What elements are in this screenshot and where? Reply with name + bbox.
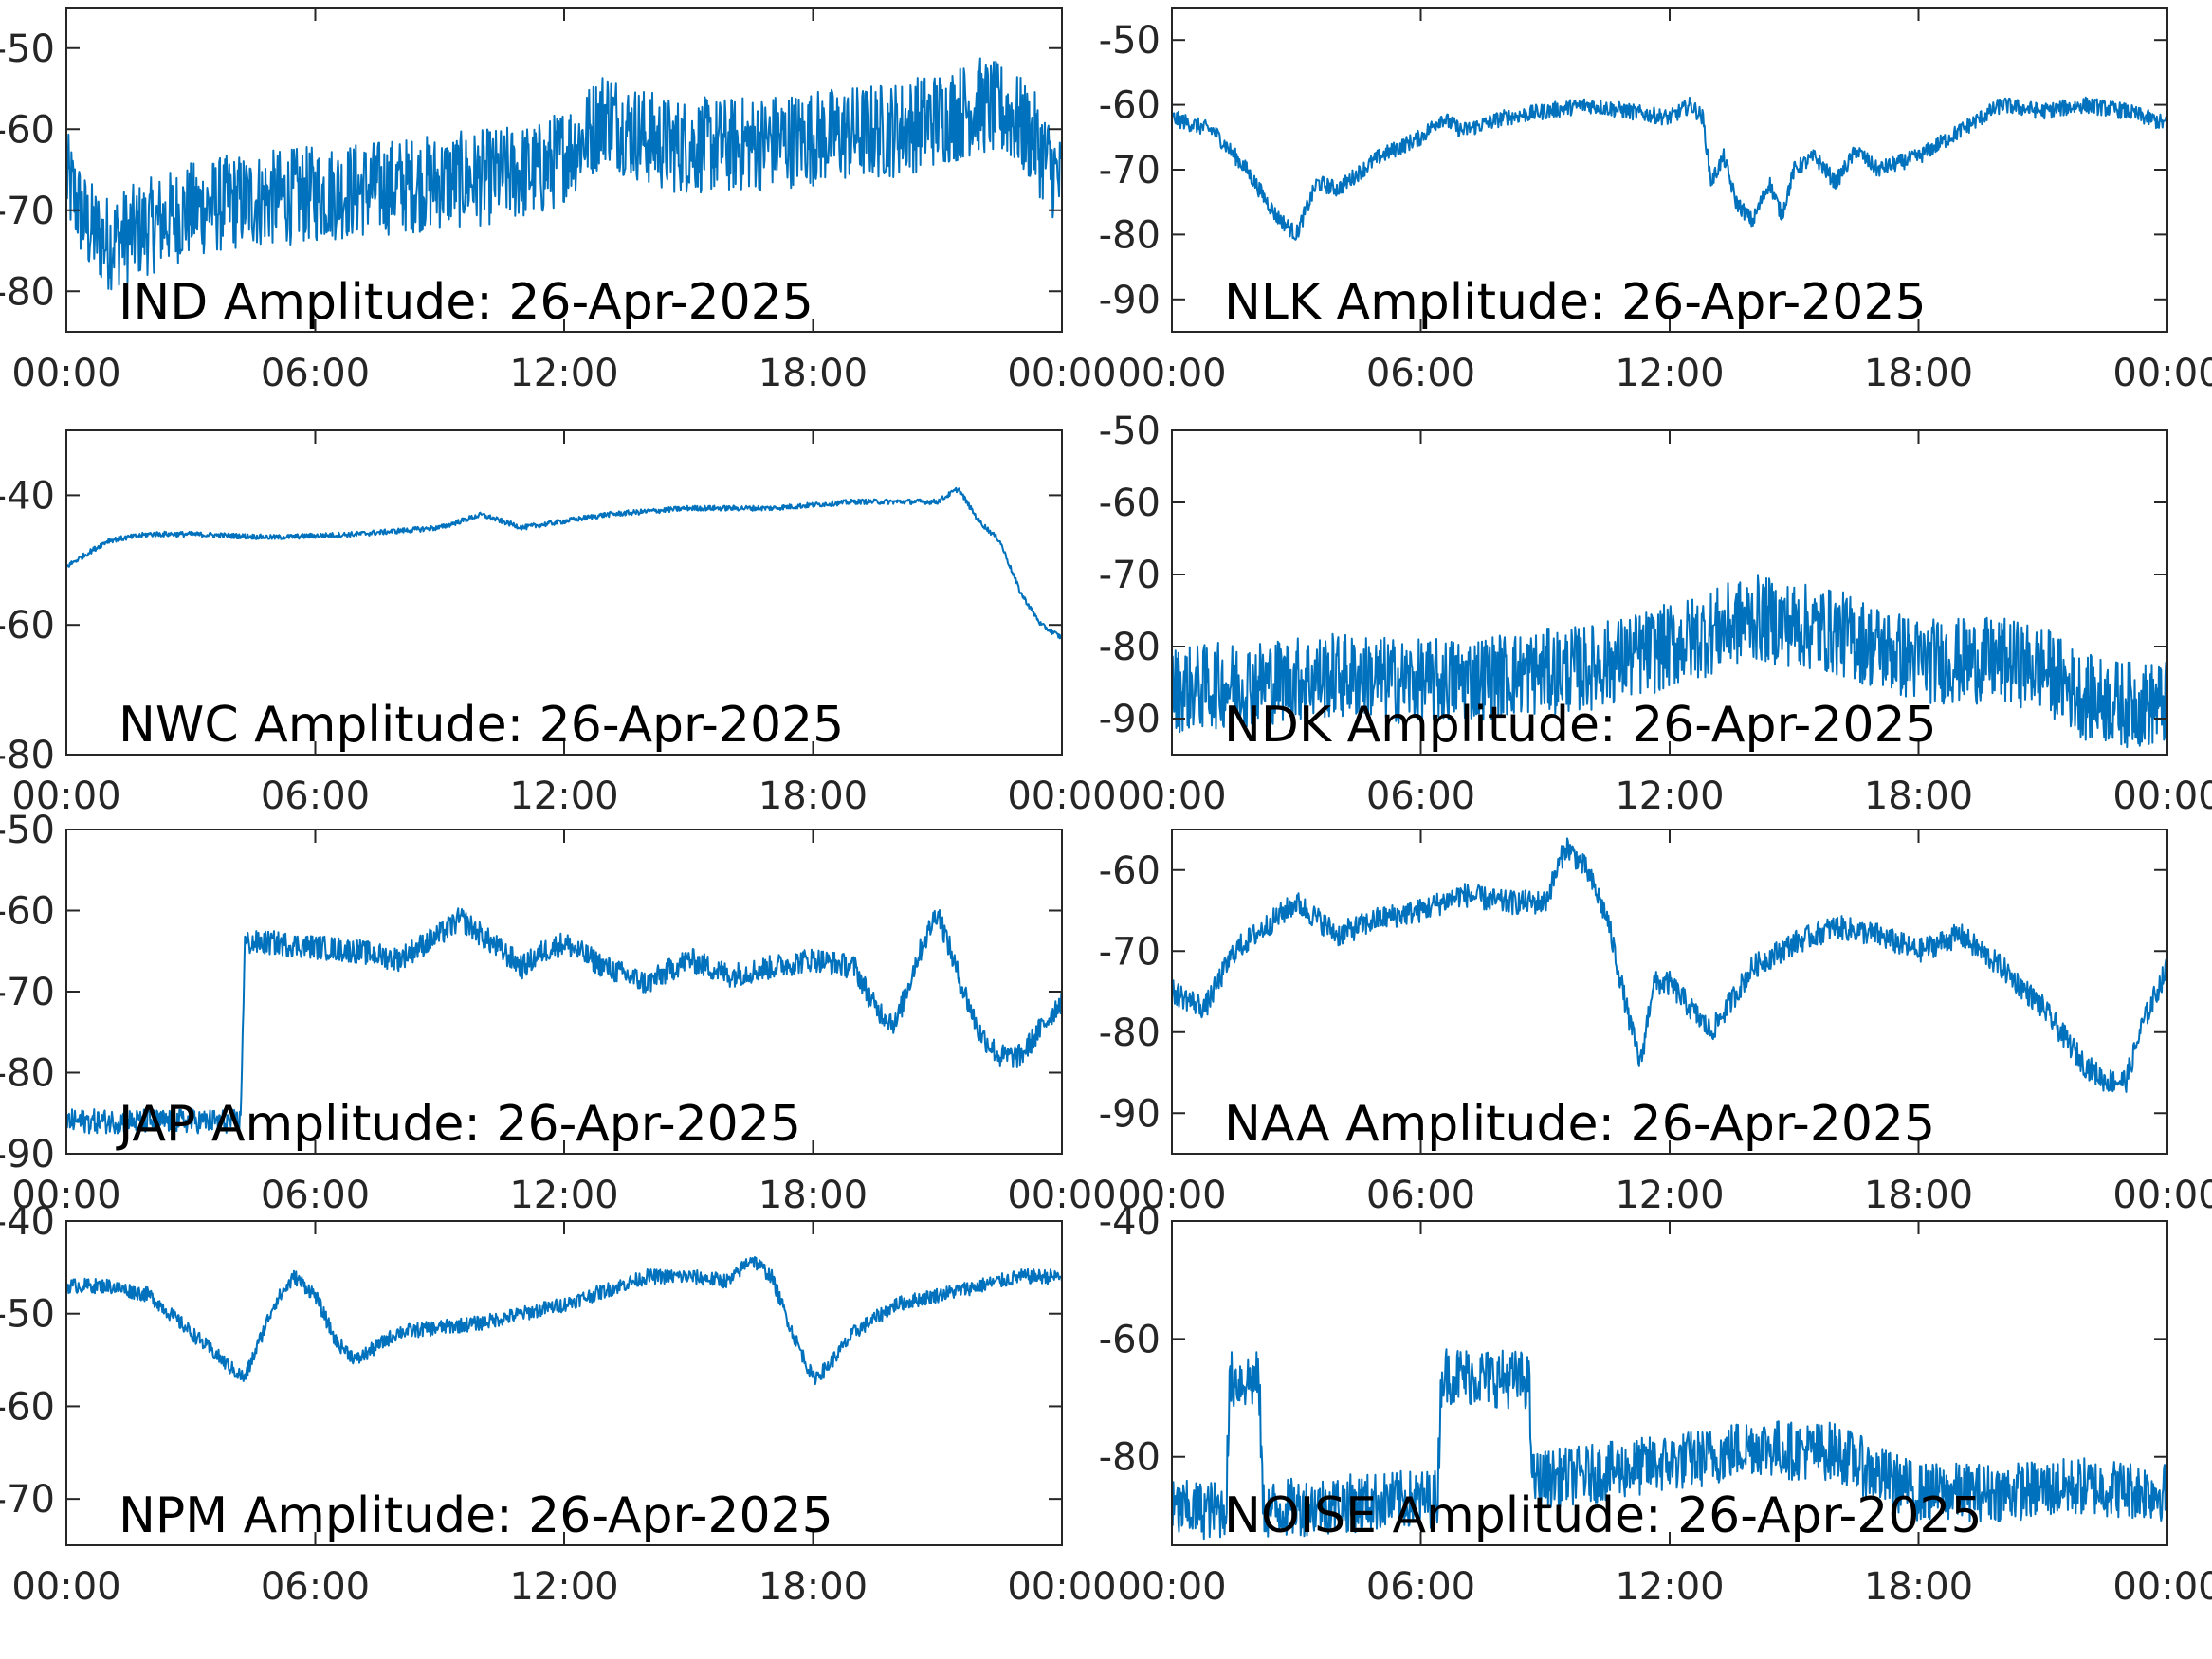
y-tick-label: -60 [0,890,55,934]
amplitude-trace [66,57,1062,291]
x-tick-label: 18:00 [759,1174,868,1217]
y-tick-label: -80 [1099,1436,1161,1480]
y-tick-label: -90 [1099,279,1161,322]
y-tick-label: -70 [0,971,55,1014]
y-tick-label: -60 [0,1385,55,1429]
amplitude-trace [1172,837,2167,1093]
x-tick-label: 00:00 [1117,1565,1226,1609]
amplitude-trace [1172,96,2167,241]
panel-title: NWC Amplitude: 26-Apr-2025 [119,697,844,754]
amplitude-trace [1172,1348,2167,1540]
y-tick-label: -80 [0,270,55,314]
y-tick-label: -40 [0,1200,55,1244]
x-tick-label: 12:00 [1615,1565,1724,1609]
x-tick-label: 06:00 [1366,775,1475,818]
x-tick-label: 06:00 [261,352,370,395]
y-tick-label: -80 [0,734,55,777]
x-tick-label: 00:00 [1007,352,1116,395]
x-tick-label: 00:00 [1117,775,1226,818]
y-tick-label: -90 [0,1133,55,1176]
y-tick-label: -40 [1099,1200,1161,1244]
panel-title: NPM Amplitude: 26-Apr-2025 [119,1487,833,1544]
y-tick-label: -50 [0,27,55,71]
x-tick-label: 00:00 [2112,352,2212,395]
y-tick-label: -80 [1099,1012,1161,1055]
y-tick-label: -70 [1099,554,1161,597]
y-tick-label: -70 [1099,930,1161,974]
x-tick-label: 18:00 [759,352,868,395]
panel-ind: 00:00 06:00 12:00 18:00 00:00 -50 -60 -70 -80 IND… [0,7,1117,395]
panel-npm: 00:00 06:00 12:00 18:00 00:00 -40 -50 -60 -70 NPM… [0,1200,1117,1609]
amplitude-trace [66,1256,1062,1386]
y-tick-label: -60 [0,108,55,152]
panel-nlk: 00:00 06:00 12:00 18:00 00:00 -50 -60 -70 -80 -90… [1099,7,2212,395]
y-tick-label: -70 [0,190,55,233]
x-tick-label: 00:00 [11,775,120,818]
x-tick-label: 06:00 [1366,1174,1475,1217]
x-tick-label: 12:00 [509,1565,618,1609]
x-tick-label: 12:00 [1615,352,1724,395]
amplitude-trace [66,907,1062,1135]
panel-jap: 00:00 06:00 12:00 18:00 00:00 -50 -60 -70 -80 -90… [0,809,1117,1217]
x-tick-label: 00:00 [2112,1174,2212,1217]
panel-naa: 00:00 06:00 12:00 18:00 00:00 -60 -70 -80 -90 NAA… [1099,829,2212,1217]
x-tick-label: 06:00 [1366,1565,1475,1609]
panel-title: IND Amplitude: 26-Apr-2025 [119,274,814,331]
x-tick-label: 12:00 [1615,1174,1724,1217]
x-tick-label: 00:00 [11,1565,120,1609]
x-tick-label: 06:00 [1366,352,1475,395]
x-tick-label: 00:00 [11,1174,120,1217]
panel-title: NAA Amplitude: 26-Apr-2025 [1224,1096,1935,1153]
x-tick-label: 18:00 [759,775,868,818]
x-tick-label: 00:00 [1117,1174,1226,1217]
x-tick-label: 18:00 [1864,352,1973,395]
panel-ndk: 00:00 06:00 12:00 18:00 00:00 -50 -60 -70 -80 -90… [1099,410,2212,818]
x-tick-label: 00:00 [11,352,120,395]
x-tick-label: 06:00 [261,1174,370,1217]
x-tick-label: 06:00 [261,775,370,818]
x-tick-label: 12:00 [509,1174,618,1217]
y-tick-label: -60 [1099,1318,1161,1361]
y-tick-label: -70 [1099,149,1161,192]
x-tick-label: 18:00 [1864,1565,1973,1609]
panel-noise: 00:00 06:00 12:00 18:00 00:00 -40 -60 -80 NOISE … [1099,1200,2212,1609]
panel-title: JAP Amplitude: 26-Apr-2025 [116,1096,801,1153]
y-tick-label: -90 [1099,1092,1161,1136]
y-tick-label: -60 [1099,84,1161,128]
y-tick-label: -60 [1099,482,1161,525]
y-tick-label: -60 [0,604,55,647]
y-tick-label: -80 [0,1052,55,1096]
x-tick-label: 12:00 [509,352,618,395]
x-tick-label: 18:00 [1864,775,1973,818]
y-tick-label: -50 [1099,19,1161,63]
x-tick-label: 00:00 [2112,1565,2212,1609]
y-tick-label: -60 [1099,849,1161,893]
amplitude-trace [66,486,1062,640]
y-tick-label: -40 [0,474,55,518]
panel-nwc: 00:00 06:00 12:00 18:00 00:00 -40 -60 -80 NWC Am… [0,429,1117,818]
y-tick-label: -80 [1099,626,1161,669]
y-tick-label: -50 [1099,410,1161,453]
y-tick-label: -50 [0,809,55,852]
x-tick-label: 00:00 [1007,1174,1116,1217]
y-tick-label: -70 [0,1478,55,1522]
x-tick-label: 18:00 [759,1565,868,1609]
y-tick-label: -90 [1099,698,1161,741]
x-tick-label: 00:00 [1007,1565,1116,1609]
y-tick-label: -50 [0,1293,55,1337]
x-tick-label: 06:00 [261,1565,370,1609]
x-tick-label: 00:00 [1007,775,1116,818]
amplitude-trace [1172,574,2167,749]
panel-title: NDK Amplitude: 26-Apr-2025 [1224,697,1937,754]
x-tick-label: 00:00 [1117,352,1226,395]
panel-title: NOISE Amplitude: 26-Apr-2025 [1224,1487,1983,1544]
x-tick-label: 12:00 [509,775,618,818]
x-tick-label: 12:00 [1615,775,1724,818]
y-tick-label: -80 [1099,213,1161,257]
x-tick-label: 18:00 [1864,1174,1973,1217]
x-tick-label: 00:00 [2112,775,2212,818]
panel-title: NLK Amplitude: 26-Apr-2025 [1224,274,1927,331]
